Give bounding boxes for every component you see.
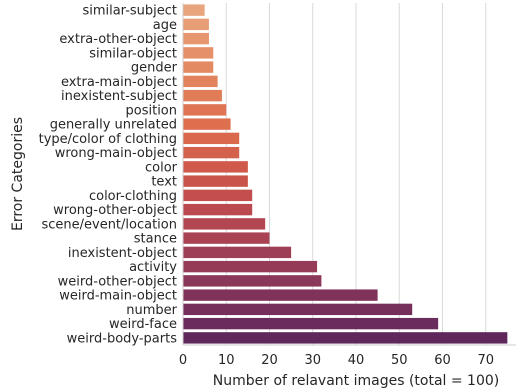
y-axis-title: Error Categories (10, 117, 26, 231)
bar-color-clothing (183, 189, 253, 202)
y-tick-label: generally unrelated (50, 118, 177, 133)
y-tick-label: scene/event/location (41, 217, 177, 232)
bar-similar-object (183, 47, 214, 59)
y-tick-label: weird-body-parts (67, 331, 178, 346)
bar-activity (183, 260, 318, 273)
bar-text (183, 175, 248, 187)
bar-wrong-other-object (183, 203, 253, 216)
y-tick-label: stance (134, 232, 177, 247)
x-tick-label: 70 (477, 353, 494, 368)
bars (183, 4, 508, 344)
bar-color (183, 161, 248, 173)
x-tick-label: 10 (218, 353, 235, 368)
y-tick-label: inexistent-subject (61, 89, 177, 104)
x-tick-label: 0 (179, 353, 187, 368)
y-tick-label: position (126, 103, 178, 118)
bar-weird-face (183, 317, 439, 330)
y-tick-labels: similar-subjectageextra-other-objectsimi… (39, 4, 178, 347)
x-tick-label: 40 (348, 353, 365, 368)
y-tick-label: text (151, 175, 177, 190)
bar-type-color-of-clothing (183, 132, 240, 145)
bar-age (183, 18, 209, 31)
y-tick-label: wrong-other-object (53, 203, 177, 218)
bar-extra-main-object (183, 75, 218, 88)
x-tick-label: 20 (261, 353, 278, 368)
y-tick-label: color (145, 160, 178, 175)
y-tick-label: activity (129, 260, 177, 275)
y-tick-label: similar-subject (82, 4, 177, 19)
gridlines (225, 3, 487, 345)
bar-number (183, 303, 413, 316)
bar-generally-unrelated (183, 118, 231, 130)
y-tick-label: weird-other-object (58, 274, 177, 289)
y-tick-label: number (126, 303, 177, 318)
x-axis-title: Number of relavant images (total = 100) (213, 373, 499, 389)
bar-weird-other-object (183, 275, 322, 287)
bar-inexistent-object (183, 246, 292, 259)
bar-wrong-main-object (183, 146, 240, 159)
bar-weird-main-object (183, 289, 378, 301)
y-tick-label: weird-face (109, 317, 177, 332)
y-tick-label: type/color of clothing (39, 132, 177, 147)
x-tick-labels: 0 10 20 30 40 50 60 70 (179, 353, 494, 368)
y-tick-label: color-clothing (89, 189, 177, 204)
x-tick-label: 60 (434, 353, 451, 368)
bar-stance (183, 232, 270, 244)
bar-inexistent-subject (183, 89, 222, 102)
bar-extra-other-object (183, 32, 209, 45)
y-tick-label: age (153, 18, 177, 33)
bar-weird-body-parts (183, 332, 508, 344)
y-tick-label: weird-main-object (59, 289, 177, 304)
x-tick-label: 50 (391, 353, 408, 368)
y-tick-label: similar-object (89, 46, 177, 61)
y-tick-label: extra-other-object (59, 32, 177, 47)
bar-gender (183, 61, 214, 73)
bar-similar-subject (183, 4, 205, 16)
y-tick-label: gender (131, 61, 178, 76)
y-tick-label: inexistent-object (68, 246, 177, 261)
y-tick-label: wrong-main-object (55, 146, 177, 161)
x-tick-label: 30 (304, 353, 321, 368)
bar-position (183, 104, 227, 116)
bar-scene-event-location (183, 218, 266, 230)
y-tick-label: extra-main-object (61, 75, 177, 90)
